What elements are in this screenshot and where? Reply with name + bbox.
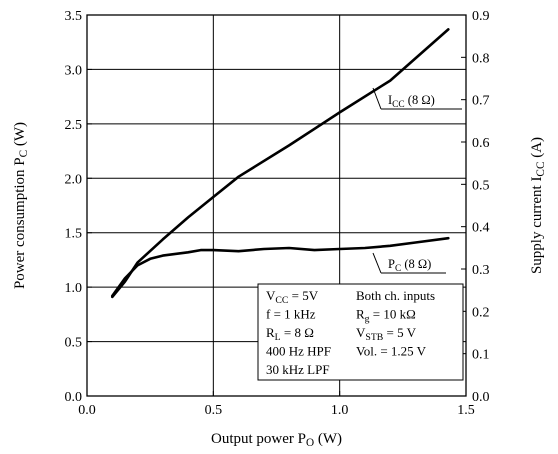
condition-text: Vol. = 1.25 V <box>356 344 427 359</box>
x-axis-label: Output power PO (W) <box>211 431 342 449</box>
y-right-tick-label: 0.9 <box>472 9 490 24</box>
condition-text: 30 kHz LPF <box>266 362 330 377</box>
y-left-tick-label: 0.5 <box>65 336 83 351</box>
y-right-tick-label: 0.6 <box>472 136 490 151</box>
curve-label-leader <box>372 252 382 274</box>
condition-text: 400 Hz HPF <box>266 344 331 359</box>
x-tick-label: 1.5 <box>457 403 475 418</box>
y-left-axis-label: Power consumption PC (W) <box>12 122 30 289</box>
condition-text: RL = 8 Ω <box>266 325 314 343</box>
y-right-tick-label: 0.2 <box>472 305 490 320</box>
y-right-tick-label: 0.1 <box>472 348 490 363</box>
series-lines <box>111 28 450 299</box>
curve-labels: ICC (8 Ω) PC (8 Ω) <box>372 87 462 274</box>
grid-lines <box>87 15 466 396</box>
condition-text: VSTB = 5 V <box>356 325 417 343</box>
conditions-box: VCC = 5V Both ch. inputs f = 1 kHz Rg = 10 … <box>257 283 464 381</box>
y-left-tick-label: 2.5 <box>65 118 83 133</box>
axis-ticks: 0.0 0.5 1.0 1.5 2.0 2.5 3.0 3.5 0.0 0.1 0.2 0.3 0.4 0… <box>65 9 490 418</box>
curve-label-0: ICC (8 Ω) <box>388 93 435 110</box>
condition-text: Both ch. inputs <box>356 288 435 303</box>
y-right-tick-label: 0.3 <box>472 263 490 278</box>
y-left-tick-label: 3.5 <box>65 9 83 24</box>
y-left-tick-label: 2.0 <box>65 172 83 187</box>
y-left-tick-label: 1.0 <box>65 281 83 296</box>
condition-text: Rg = 10 kΩ <box>356 307 416 325</box>
y-right-tick-label: 0.0 <box>472 390 490 405</box>
plot-frame <box>86 14 467 397</box>
condition-text: f = 1 kHz <box>266 307 316 322</box>
axis-labels: Output power PO (W) Power consumption PC … <box>12 122 547 449</box>
condition-text: VCC = 5V <box>266 288 319 306</box>
curve-label-leader <box>372 87 382 110</box>
plot-area-border <box>86 14 467 397</box>
y-left-tick-label: 0.0 <box>65 390 83 405</box>
y-left-tick-label: 3.0 <box>65 63 83 78</box>
y-left-tick-label: 1.5 <box>65 227 83 242</box>
y-right-tick-label: 0.7 <box>472 94 490 109</box>
series-line-1 <box>111 236 450 298</box>
x-tick-label: 0.5 <box>205 403 223 418</box>
y-right-axis-label: Supply current ICC (A) <box>529 137 547 274</box>
x-tick-label: 0.0 <box>78 403 96 418</box>
y-right-tick-label: 0.8 <box>472 51 490 66</box>
conditions-box-border <box>257 283 464 381</box>
y-right-tick-label: 0.5 <box>472 178 490 193</box>
curve-label-1: PC (8 Ω) <box>388 257 431 274</box>
y-right-tick-label: 0.4 <box>472 221 490 236</box>
x-tick-label: 1.0 <box>331 403 349 418</box>
